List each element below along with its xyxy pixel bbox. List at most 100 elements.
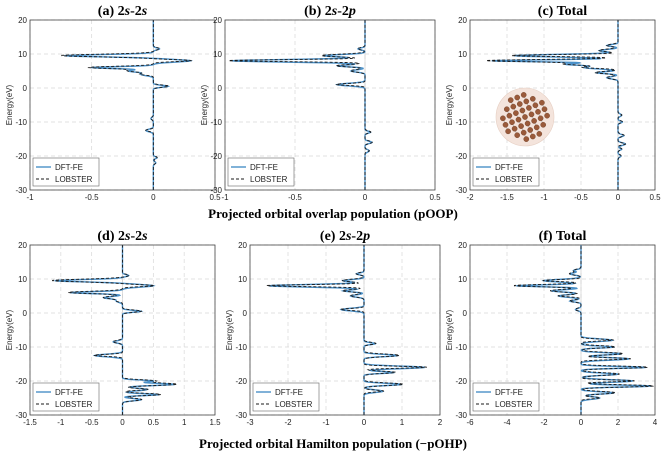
y-tick-label: -20 [455, 152, 467, 161]
x-tick-label: -1.5 [500, 193, 514, 202]
x-tick-label: -1 [540, 193, 548, 202]
y-tick-label: -10 [455, 343, 467, 352]
molecule-atom [532, 102, 539, 109]
molecule-atom [527, 127, 534, 133]
legend-label-lobster: LOBSTER [55, 175, 93, 184]
molecule-atom [528, 111, 535, 118]
y-tick-label: 20 [213, 16, 222, 25]
y-tick-label: 10 [458, 275, 467, 284]
molecule-atom [520, 92, 527, 98]
molecule-atom [507, 97, 514, 103]
legend-label-lobster: LOBSTER [275, 400, 313, 409]
legend-box [32, 157, 100, 187]
y-tick-label: 0 [23, 309, 28, 318]
molecule-atom [544, 112, 550, 119]
legend-label-lobster: LOBSTER [495, 175, 533, 184]
molecule-atom [520, 129, 527, 136]
legend-box [32, 382, 100, 412]
legend-label-dft-fe: DFT-FE [495, 388, 523, 397]
panel-title: (b) 2s-2p [304, 4, 356, 19]
molecule-atom [510, 103, 517, 110]
x-tick-label: -0.5 [574, 193, 588, 202]
x-tick-label: -2 [284, 418, 292, 427]
x-tick-label: 1 [182, 418, 187, 427]
axes-frame [249, 244, 441, 416]
panel-title: (a) 2s-2s [98, 4, 148, 19]
x-tick-label: -1 [57, 418, 65, 427]
x-tick-label: -4 [503, 418, 511, 427]
molecule-atom [541, 106, 548, 112]
panel-title: (e) 2s-2p [320, 229, 370, 244]
molecule-atom [518, 123, 524, 129]
x-tick-label: -0.5 [85, 418, 99, 427]
molecule-atom [509, 119, 515, 125]
x-tick-label: -1 [322, 418, 330, 427]
y-tick-label: 20 [18, 241, 27, 250]
panel-title: (d) 2s-2s [97, 229, 148, 244]
molecule-atom [524, 120, 531, 127]
x-tick-label: 0.5 [429, 193, 441, 202]
x-tick-label: -0.5 [85, 193, 99, 202]
x-tick-label: -0.5 [288, 193, 302, 202]
molecule-atom [511, 125, 518, 132]
series-lobster [513, 245, 654, 415]
y-tick-label: -30 [210, 186, 222, 195]
x-tick-label: -2 [466, 193, 474, 202]
y-tick-label: -10 [15, 343, 27, 352]
x-tick-label: 0.5 [209, 193, 221, 202]
molecule-atom [530, 96, 536, 102]
y-tick-label: -30 [455, 411, 467, 420]
y-tick-label: -20 [455, 377, 467, 386]
legend-box [472, 157, 540, 187]
molecule-atom [523, 98, 530, 105]
axes-frame [469, 19, 656, 191]
series-dft-fe [516, 245, 652, 415]
x-tick-label: -1 [221, 193, 229, 202]
y-tick-label: -10 [455, 118, 467, 127]
series-lobster [486, 20, 627, 190]
molecule-atom [526, 105, 532, 111]
y-tick-label: 0 [218, 84, 223, 93]
x-tick-label: 2 [616, 418, 621, 427]
molecule-atom [514, 94, 521, 101]
molecule-atom [523, 136, 530, 142]
molecule-atom [517, 101, 523, 107]
y-tick-label: 20 [458, 16, 467, 25]
y-tick-label: 10 [238, 275, 247, 284]
y-axis-label: Energy(eV) [5, 309, 14, 350]
y-tick-label: -10 [210, 118, 222, 127]
axes-frame [469, 244, 656, 416]
y-tick-label: 10 [458, 50, 467, 59]
legend-box [227, 157, 295, 187]
panel-title: (c) Total [538, 4, 588, 19]
x-tick-label: -1.5 [23, 418, 37, 427]
y-axis-label: Energy(eV) [5, 84, 14, 125]
molecule-atom [502, 122, 509, 128]
molecule-atom [506, 112, 513, 119]
axes-frame [29, 19, 216, 191]
x-tick-label: 1.5 [209, 418, 221, 427]
legend-label-dft-fe: DFT-FE [250, 163, 278, 172]
y-tick-label: 10 [18, 275, 27, 284]
y-tick-label: 20 [238, 241, 247, 250]
y-tick-label: 10 [18, 50, 27, 59]
x-tick-label: 4 [653, 418, 658, 427]
legend-label-lobster: LOBSTER [250, 175, 288, 184]
y-tick-label: 0 [463, 309, 468, 318]
y-tick-label: -30 [455, 186, 467, 195]
y-tick-label: -20 [15, 152, 27, 161]
molecule-atom [539, 99, 545, 106]
x-tick-label: 2 [438, 418, 443, 427]
y-axis-label: Energy(eV) [200, 84, 209, 125]
molecule-atom [505, 128, 511, 135]
y-tick-label: -30 [15, 186, 27, 195]
row-label-top: Projected orbital overlap population (pO… [208, 206, 458, 221]
legend-label-lobster: LOBSTER [495, 400, 533, 409]
y-tick-label: -20 [210, 152, 222, 161]
molecule-atom [537, 115, 544, 122]
panel-title: (f) Total [539, 229, 587, 244]
